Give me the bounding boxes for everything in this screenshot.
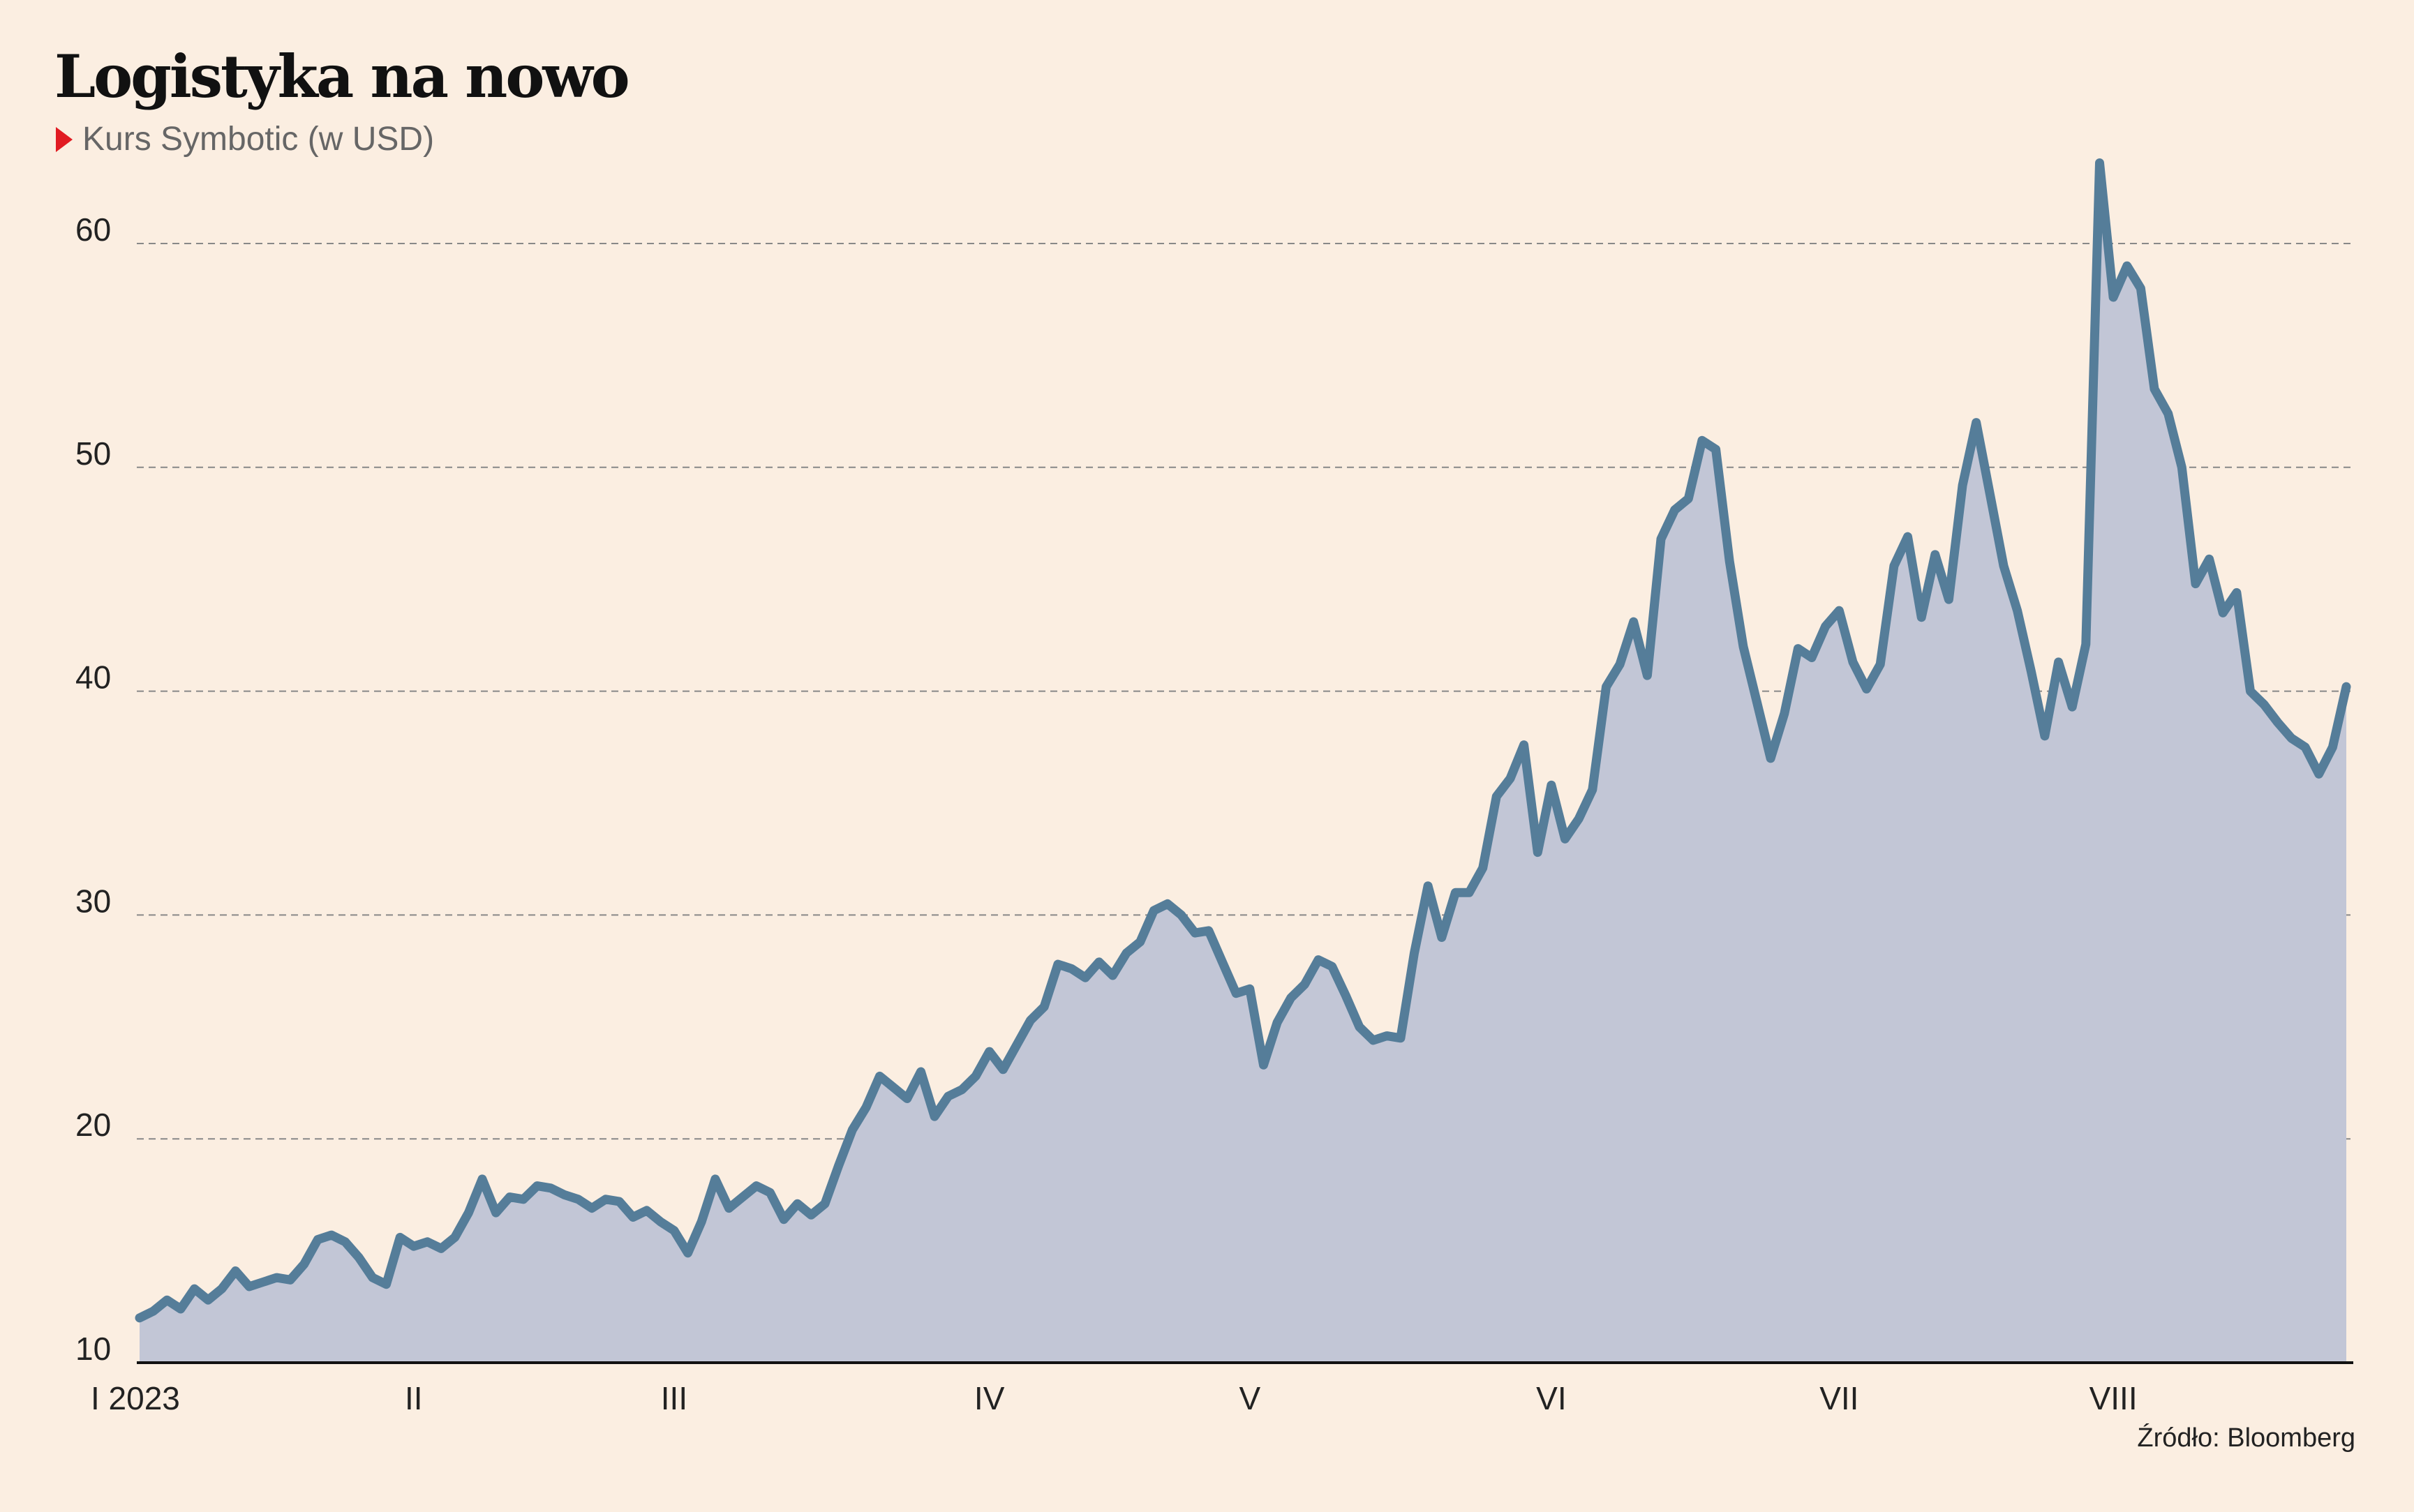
x-tick-label: VII bbox=[1819, 1380, 1858, 1416]
x-tick-label: V bbox=[1239, 1380, 1260, 1416]
x-tick-label: VI bbox=[1536, 1380, 1566, 1416]
price-line bbox=[135, 158, 2351, 1323]
x-tick-label: I 2023 bbox=[91, 1380, 180, 1416]
y-axis-ticks: 10 20 30 40 50 60 bbox=[75, 211, 111, 1367]
x-tick-label: VIII bbox=[2089, 1380, 2138, 1416]
y-tick-label: 50 bbox=[75, 435, 111, 472]
y-tick-label: 10 bbox=[75, 1331, 111, 1367]
x-tick-label: IV bbox=[974, 1380, 1005, 1416]
triangle-marker-icon bbox=[56, 127, 73, 152]
subtitle-label: Kurs Symbotic (w USD) bbox=[82, 121, 435, 158]
x-axis-ticks: I 2023 II III IV V VI VII VIII bbox=[91, 1380, 2138, 1416]
chart-title: Logistyka na nowo bbox=[54, 42, 630, 111]
chart-subtitle: Kurs Symbotic (w USD) bbox=[56, 123, 434, 156]
source-note: Źródło: Bloomberg bbox=[2137, 1423, 2355, 1453]
x-tick-label: II bbox=[405, 1380, 423, 1416]
price-area bbox=[140, 163, 2346, 1363]
y-tick-label: 40 bbox=[75, 659, 111, 696]
y-tick-label: 30 bbox=[75, 883, 111, 919]
y-tick-label: 60 bbox=[75, 211, 111, 248]
x-tick-label: III bbox=[661, 1380, 687, 1416]
y-tick-label: 20 bbox=[75, 1107, 111, 1143]
